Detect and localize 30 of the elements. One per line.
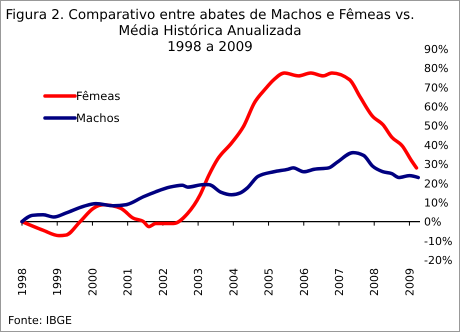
x-tick-label: 2001 <box>122 268 135 296</box>
source-note: Fonte: IBGE <box>8 314 72 327</box>
y-tick-label: 90% <box>424 43 448 56</box>
y-tick-label: -20% <box>424 254 452 267</box>
legend-label: Fêmeas <box>76 89 120 103</box>
x-tick-label: 1998 <box>16 268 29 296</box>
x-tick-label: 1999 <box>51 268 64 296</box>
x-tick-label: 2003 <box>192 268 206 296</box>
y-tick-label: 70% <box>424 81 448 94</box>
x-tick-label: 2000 <box>86 268 100 296</box>
line-series <box>20 150 420 224</box>
x-tick-label: 2002 <box>156 268 170 296</box>
x-tick-label: 2009 <box>403 268 416 296</box>
y-tick-label: 40% <box>424 138 448 152</box>
x-tick-label: 2008 <box>368 268 382 296</box>
legend-label: Machos <box>76 111 120 125</box>
x-tick-label: 2006 <box>298 268 311 296</box>
y-tick-label: 80% <box>424 62 448 76</box>
y-tick-label: 50% <box>424 120 448 133</box>
line-series <box>20 71 418 238</box>
y-tick-label: -10% <box>424 234 452 248</box>
x-tick-label: 2005 <box>262 268 276 296</box>
y-tick-label: 10% <box>424 196 448 210</box>
y-tick-label: 30% <box>424 158 448 172</box>
y-tick-label: 20% <box>424 177 448 190</box>
y-tick-label: 0% <box>424 216 442 229</box>
y-tick-label: 60% <box>424 100 448 114</box>
x-tick-label: 2004 <box>227 268 240 296</box>
chart-title: Figura 2. Comparativo entre abates de Machos e Fêmeas vs. Média Histórica Anualizada 1998 a 2009 <box>5 7 415 55</box>
x-tick-label: 2007 <box>332 268 346 296</box>
